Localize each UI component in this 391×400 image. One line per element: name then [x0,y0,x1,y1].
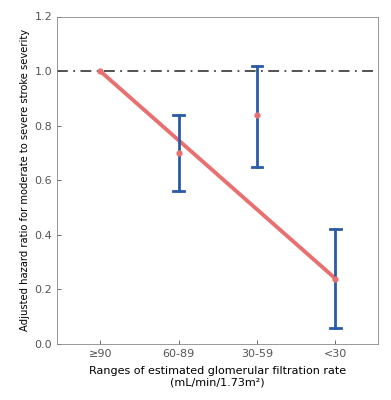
Y-axis label: Adjusted hazard ratio for moderate to severe stroke severity: Adjusted hazard ratio for moderate to se… [20,29,30,331]
X-axis label: Ranges of estimated glomerular filtration rate
(mL/min/1.73m²): Ranges of estimated glomerular filtratio… [89,366,346,388]
